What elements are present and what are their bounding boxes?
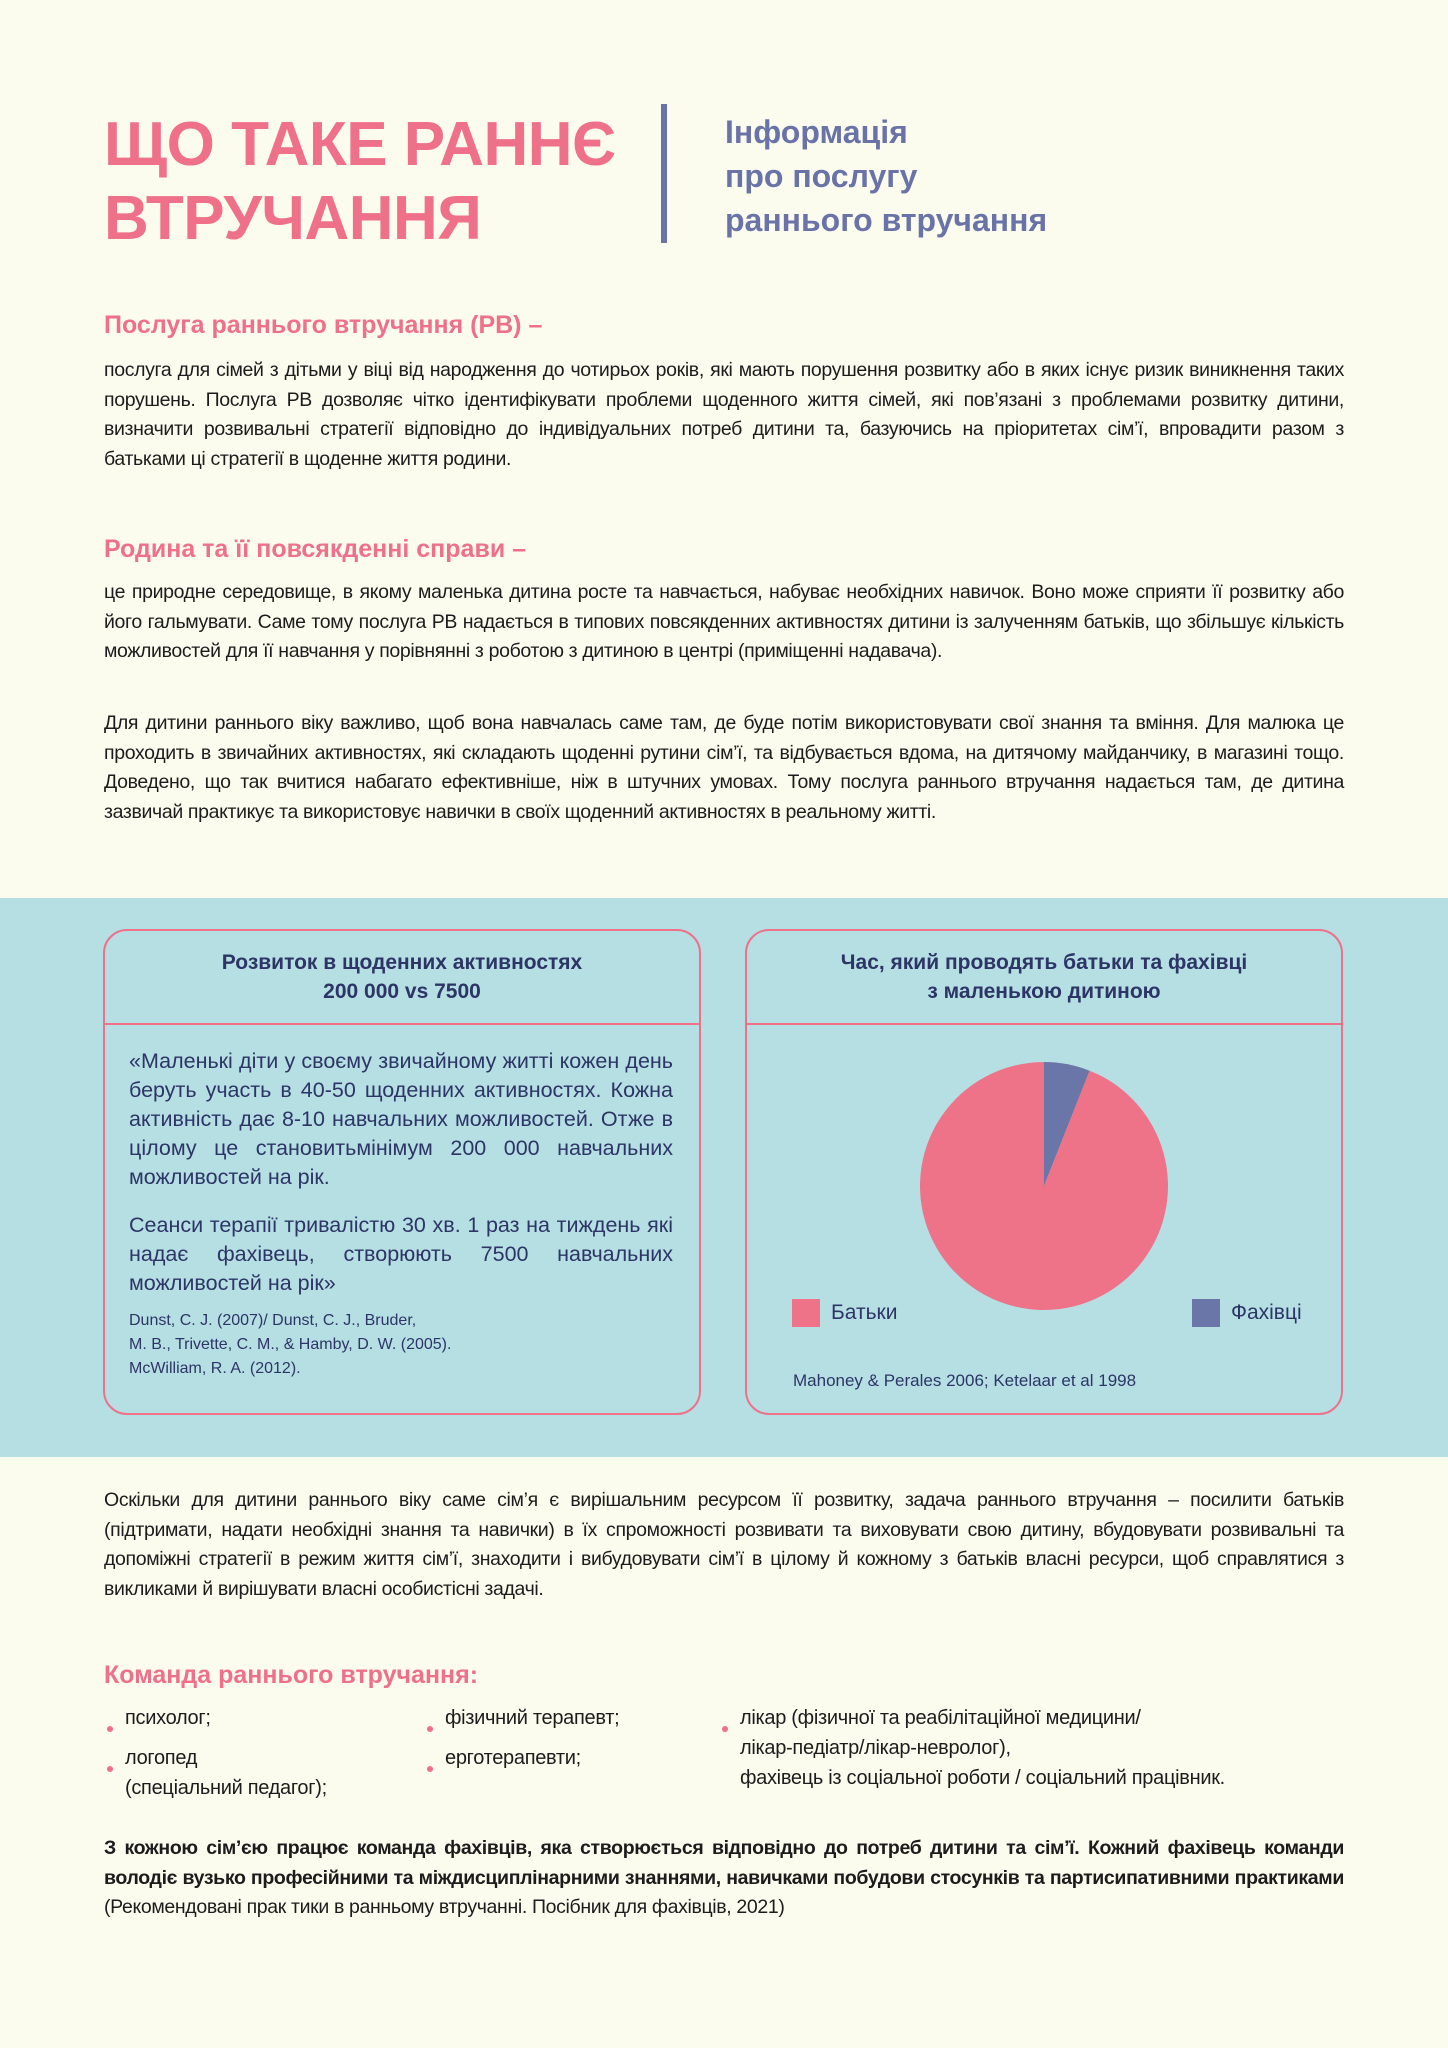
chart-title: Час, який проводять батьки та фахівці	[840, 951, 1248, 974]
list-item: (спеціальний педагог);	[125, 1777, 327, 1799]
paragraph: послуга для сімей з дітьми у віці від на…	[104, 359, 1344, 470]
legend-label-parents: Батьки	[831, 1301, 898, 1324]
section-heading: Команда раннього втручання:	[104, 1661, 479, 1689]
paragraph: Для дитини раннього віку важливо, щоб во…	[104, 712, 1344, 823]
pie-chart	[920, 1062, 1168, 1310]
activities-card: Розвиток в щоденних активностях 200 000 …	[103, 929, 701, 1415]
quote: «Маленькі діти у своєму звичайному житті…	[129, 1049, 673, 1189]
page-subtitle: Інформація про послугу раннього втручанн…	[725, 110, 1047, 242]
closing-bold: З кожною сім’єю працює команда фахівців,…	[104, 1837, 1344, 1889]
title-line: ЩО ТАКЕ РАННЄ	[104, 110, 616, 179]
closing-paragraph: З кожною сім’єю працює команда фахівців,…	[104, 1834, 1344, 1923]
list-item: лікар (фізичної та реабілітаційної медиц…	[740, 1707, 1141, 1729]
paragraph: це природне середовище, в якому маленька…	[104, 581, 1344, 662]
card-title: Розвиток в щоденних активностях	[221, 951, 583, 974]
reference: M. B., Trivette, C. M., & Hamby, D. W. (…	[129, 1336, 452, 1353]
subtitle-line: про послугу	[725, 158, 918, 194]
paragraph: Оскільки для дитини раннього віку саме с…	[104, 1489, 1344, 1600]
pie-slice-parents	[920, 1062, 1168, 1310]
time-chart-card: Час, який проводять батьки та фахівці з …	[745, 929, 1343, 1415]
chart-title: з маленькою дитиною	[927, 980, 1161, 1003]
pie-slice-specialists	[1044, 1062, 1090, 1186]
subtitle-line: Інформація	[725, 114, 908, 150]
bullet-icon	[722, 1726, 728, 1732]
card-header: Час, який проводять батьки та фахівці з …	[747, 931, 1341, 1025]
card-header: Розвиток в щоденних активностях 200 000 …	[105, 931, 699, 1025]
reference: Dunst, C. J. (2007)/ Dunst, C. J., Brude…	[129, 1312, 417, 1329]
bullet-icon	[107, 1726, 113, 1732]
divider	[661, 104, 667, 243]
list-item: лікар-педіатр/лікар-невролог),	[740, 1737, 1011, 1759]
bullet-icon	[427, 1766, 433, 1772]
quote: Сеанси терапії тривалістю 30 хв. 1 раз н…	[129, 1213, 673, 1295]
list-item: фахівець із соціальної роботи / соціальн…	[740, 1767, 1225, 1789]
bullet-icon	[427, 1726, 433, 1732]
title-line: ВТРУЧАННЯ	[104, 184, 482, 253]
bullet-icon	[107, 1766, 113, 1772]
list-item: ерготерапевти;	[445, 1747, 581, 1769]
info-band	[0, 898, 1448, 1457]
references: Dunst, C. J. (2007)/ Dunst, C. J., Brude…	[129, 1309, 451, 1381]
section-heading: Послуга раннього втручання (РВ) –	[104, 311, 543, 339]
page-title: ЩО ТАКЕ РАННЄ ВТРУЧАННЯ	[104, 108, 616, 256]
section-heading: Родина та її повсякденні справи –	[104, 535, 527, 563]
legend-swatch-parents	[792, 1299, 820, 1327]
subtitle-line: раннього втручання	[725, 202, 1048, 238]
legend-swatch-specialists	[1192, 1299, 1220, 1327]
legend-label-specialists: Фахівці	[1231, 1301, 1302, 1324]
list-item: фізичний терапевт;	[445, 1707, 620, 1729]
chart-source: Mahoney & Perales 2006; Ketelaar et al 1…	[793, 1371, 1137, 1390]
list-item: логопед	[125, 1747, 198, 1769]
card-title: 200 000 vs 7500	[323, 980, 481, 1003]
reference: McWilliam, R. A. (2012).	[129, 1360, 301, 1377]
list-item: психолог;	[125, 1707, 211, 1729]
closing-citation: (Рекомендовані прак тики в ранньому втру…	[104, 1896, 785, 1918]
